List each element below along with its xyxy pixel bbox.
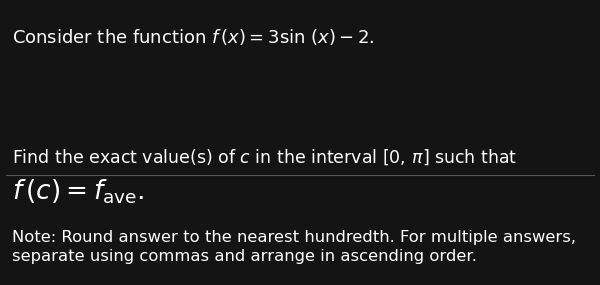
Text: Note: Round answer to the nearest hundredth. For multiple answers,: Note: Round answer to the nearest hundre…	[12, 230, 576, 245]
Text: $f\,(c) = f_{\mathrm{ave}}.$: $f\,(c) = f_{\mathrm{ave}}.$	[12, 178, 144, 207]
Text: Consider the function $f\,(x) = 3\sin\,(x) - 2.$: Consider the function $f\,(x) = 3\sin\,(…	[12, 27, 374, 47]
Text: separate using commas and arrange in ascending order.: separate using commas and arrange in asc…	[12, 249, 477, 264]
Text: Find the exact value(s) of $c$ in the interval $\left[0,\,\pi\right]$ such that: Find the exact value(s) of $c$ in the in…	[12, 147, 517, 166]
